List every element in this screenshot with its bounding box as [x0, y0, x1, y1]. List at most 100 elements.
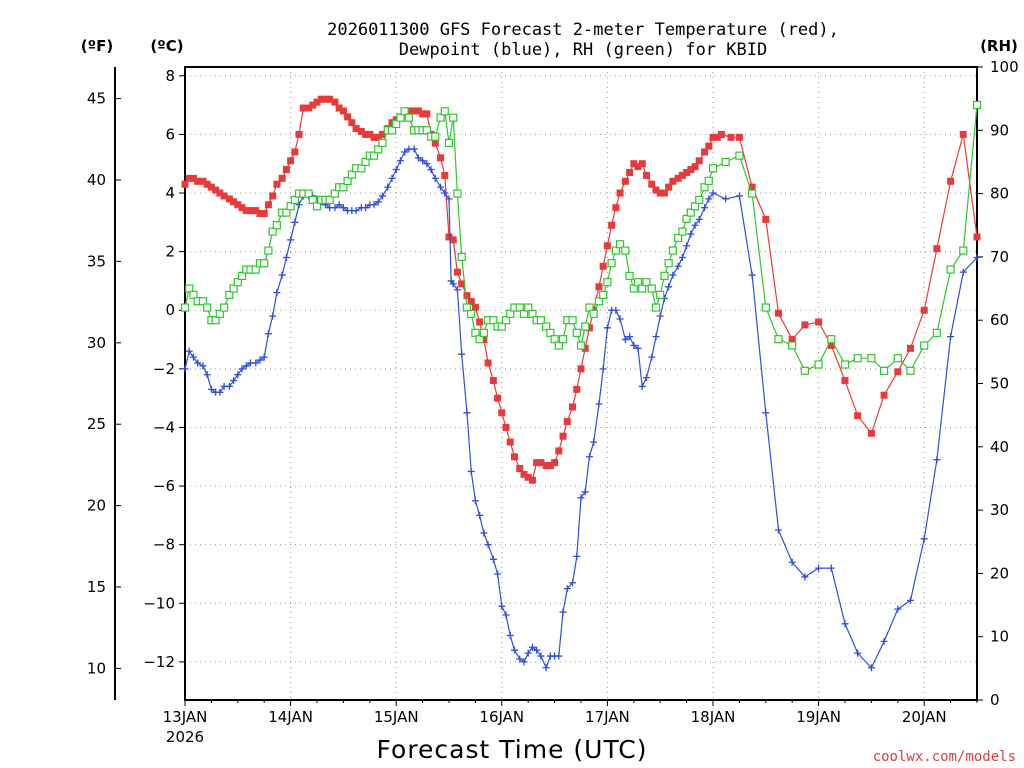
2-meter-temperature-point	[648, 180, 656, 188]
dewpoint-point	[683, 242, 691, 250]
rh-tick-label: 40	[990, 438, 1009, 456]
dewpoint-point	[384, 183, 392, 191]
2-meter-temperature-point	[344, 113, 352, 121]
rh-point	[515, 303, 524, 312]
2-meter-temperature-point	[291, 148, 299, 156]
rh-point	[695, 195, 704, 205]
fahrenheit-tick-label: 25	[87, 415, 106, 433]
2-meter-temperature-point	[498, 409, 506, 417]
chart-subtitle: Dewpoint (blue), RH (green) for KBID	[399, 40, 767, 60]
dewpoint-point	[410, 145, 418, 153]
rh-point	[594, 297, 604, 306]
2-meter-temperature-point	[264, 201, 272, 209]
unit-label-fahrenheit: (ºF)	[81, 37, 113, 55]
2-meter-temperature-point	[603, 242, 611, 250]
2-meter-temperature-point	[392, 116, 400, 124]
2-meter-temperature-point	[453, 268, 461, 276]
rh-point	[189, 290, 198, 299]
2-meter-temperature-point	[252, 207, 260, 215]
dewpoint-point	[841, 620, 849, 628]
2-meter-temperature-point	[762, 215, 770, 223]
dewpoint-point	[573, 552, 581, 560]
chart-title: 2026011300 GFS Forecast 2-meter Temperat…	[327, 20, 839, 40]
2-meter-temperature-point	[616, 189, 624, 197]
2-meter-temperature-point	[626, 169, 634, 176]
dewpoint-point	[238, 365, 246, 373]
dewpoint-point	[880, 637, 888, 645]
rh-point	[708, 164, 718, 173]
2-meter-temperature-point	[854, 412, 862, 420]
rh-point	[312, 202, 322, 211]
dewpoint-point	[506, 632, 514, 640]
2-meter-temperature-point	[480, 336, 488, 344]
dewpoint-point	[181, 365, 189, 373]
rh-point	[282, 208, 291, 217]
dewpoint-point	[722, 195, 730, 203]
rh-point	[603, 278, 612, 287]
2-meter-temperature-point	[774, 309, 782, 317]
rh-point	[347, 170, 356, 179]
rh-line	[184, 104, 978, 372]
rh-point	[774, 335, 783, 344]
rh-point	[422, 126, 431, 135]
2-meter-temperature-point	[585, 324, 593, 332]
2-meter-temperature-point	[683, 169, 691, 176]
rh-point	[550, 335, 559, 344]
dewpoint-point	[577, 494, 585, 502]
rh-point	[501, 316, 511, 325]
celsius-tick-label: −6	[153, 477, 175, 495]
2-meter-temperature-point	[216, 189, 224, 197]
2-meter-temperature-point	[207, 183, 215, 191]
2-meter-temperature-point	[212, 186, 220, 194]
rh-tick-label: 10	[990, 628, 1009, 646]
dewpoint-point	[489, 555, 497, 563]
dewpoint-point	[401, 148, 409, 156]
2-meter-temperature-point	[542, 462, 550, 470]
dewpoint-point	[419, 157, 427, 165]
2-meter-temperature-point	[660, 189, 668, 197]
unit-label-celsius: (ºC)	[150, 37, 183, 55]
2-meter-temperature-point	[717, 130, 725, 138]
celsius-tick-label: 6	[165, 125, 175, 143]
2-meter-temperature-point	[880, 391, 888, 399]
2-meter-temperature-point	[581, 344, 589, 352]
dewpoint-point	[339, 204, 347, 212]
dewpoint-point	[638, 382, 646, 390]
rh-tick-label: 30	[990, 501, 1009, 519]
dewpoint-point	[480, 529, 488, 537]
rh-point	[378, 138, 387, 148]
dewpoint-point	[528, 643, 536, 651]
2-meter-temperature-point	[423, 110, 431, 118]
dewpoint-point	[203, 371, 211, 379]
rh-point	[589, 309, 598, 318]
dewpoint-point	[674, 262, 682, 270]
rh-point	[225, 290, 234, 299]
rh-point	[625, 271, 634, 280]
dewpoint-point	[185, 347, 193, 355]
rh-point	[558, 335, 568, 344]
rh-point	[268, 227, 277, 236]
dewpoint-point	[973, 253, 981, 261]
rh-point	[932, 328, 941, 337]
2-meter-temperature-point	[437, 154, 445, 162]
2-meter-temperature-point	[484, 359, 492, 367]
2-meter-temperature-point	[748, 183, 756, 191]
rh-point	[374, 145, 383, 154]
dewpoint-point	[287, 236, 295, 244]
rh-tick-label: 50	[990, 375, 1009, 393]
rh-point	[747, 189, 757, 198]
dewpoint-point	[207, 385, 215, 393]
x-tick-label: 13JAN	[163, 708, 208, 726]
2-meter-temperature-point	[674, 174, 682, 182]
2-meter-temperature-point	[559, 432, 567, 440]
2-meter-temperature-point	[405, 107, 413, 115]
rh-point	[599, 290, 608, 299]
2-meter-temperature-point	[467, 297, 475, 305]
rh-point	[440, 107, 449, 116]
rh-point	[788, 341, 797, 350]
2-meter-temperature-line	[184, 98, 978, 482]
fahrenheit-tick-label: 20	[87, 497, 106, 515]
rh-point	[840, 360, 850, 369]
rh-point	[449, 113, 458, 122]
rh-point	[674, 233, 683, 243]
